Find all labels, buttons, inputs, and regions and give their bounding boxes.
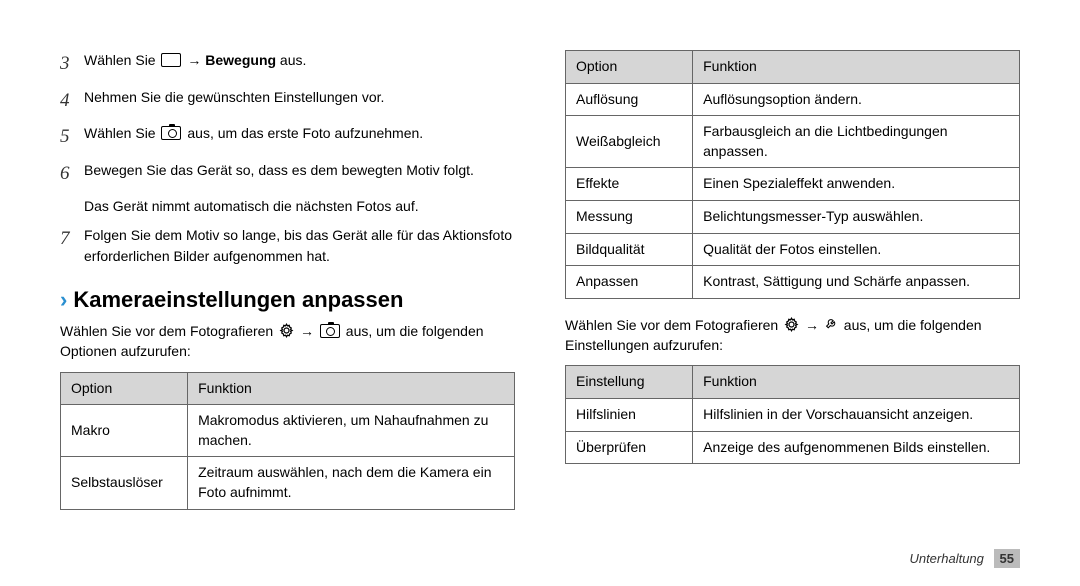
table-row: ÜberprüfenAnzeige des aufgenommenen Bild… (566, 431, 1020, 464)
section-name: Unterhaltung (909, 551, 983, 566)
table-header: Funktion (188, 372, 515, 405)
step: 6Bewegen Sie das Gerät so, dass es dem b… (60, 160, 515, 189)
section-heading: › Kameraeinstellungen anpassen (60, 287, 515, 313)
table-cell: Belichtungsmesser-Typ auswählen. (693, 200, 1020, 233)
step: 7Folgen Sie dem Motiv so lange, bis das … (60, 225, 515, 267)
options-table-2: Option Funktion AuflösungAuflösungsoptio… (565, 50, 1020, 299)
table-row: EffekteEinen Spezialeffekt anwenden. (566, 168, 1020, 201)
chevron-icon: › (60, 287, 67, 313)
table-cell: Hilfslinien (566, 398, 693, 431)
table-cell: Kontrast, Sättigung und Schärfe anpassen… (693, 266, 1020, 299)
step-body: Wählen Sie → Bewegung aus. (84, 50, 515, 71)
right-column: Option Funktion AuflösungAuflösungsoptio… (565, 50, 1020, 526)
table-cell: Effekte (566, 168, 693, 201)
settings-table: Einstellung Funktion HilfslinienHilfslin… (565, 365, 1020, 464)
table-row: BildqualitätQualität der Fotos einstelle… (566, 233, 1020, 266)
step-body: Bewegen Sie das Gerät so, dass es dem be… (84, 160, 515, 181)
table-row: MakroMakromodus aktivieren, um Nahaufnah… (61, 405, 515, 457)
camera-icon (320, 324, 340, 338)
table-cell: Qualität der Fotos einstellen. (693, 233, 1020, 266)
table-row: AuflösungAuflösungsoption ändern. (566, 83, 1020, 116)
table-cell: Selbstauslöser (61, 457, 188, 509)
table-cell: Anzeige des aufgenommenen Bilds einstell… (693, 431, 1020, 464)
intro-text-1: Wählen Sie vor dem Fotografieren → aus, … (60, 321, 515, 362)
page-footer: Unterhaltung 55 (909, 551, 1020, 566)
tool-icon (825, 317, 838, 332)
intro-text-2: Wählen Sie vor dem Fotografieren → aus, … (565, 315, 1020, 356)
step-body: Folgen Sie dem Motiv so lange, bis das G… (84, 225, 515, 267)
step-number: 7 (60, 225, 84, 254)
step: 5Wählen Sie aus, um das erste Foto aufzu… (60, 123, 515, 152)
gear-icon (784, 317, 799, 332)
step: 3Wählen Sie → Bewegung aus. (60, 50, 515, 79)
table-cell: Farbausgleich an die Lichtbedingungen an… (693, 116, 1020, 168)
table-cell: Makro (61, 405, 188, 457)
table-cell: Anpassen (566, 266, 693, 299)
step-body: Wählen Sie aus, um das erste Foto aufzun… (84, 123, 515, 144)
table-header: Funktion (693, 366, 1020, 399)
step: 4Nehmen Sie die gewünschten Einstellunge… (60, 87, 515, 116)
heading-text: Kameraeinstellungen anpassen (73, 287, 403, 313)
step-subtext: Das Gerät nimmt automatisch die nächsten… (84, 196, 515, 217)
step-number: 3 (60, 50, 84, 79)
table-cell: Einen Spezialeffekt anwenden. (693, 168, 1020, 201)
table-cell: Zeitraum auswählen, nach dem die Kamera … (188, 457, 515, 509)
table-cell: Makromodus aktivieren, um Nahaufnahmen z… (188, 405, 515, 457)
table-header: Option (566, 51, 693, 84)
options-table-1: Option Funktion MakroMakromodus aktivier… (60, 372, 515, 510)
table-cell: Überprüfen (566, 431, 693, 464)
step-number: 4 (60, 87, 84, 116)
step-number: 6 (60, 160, 84, 189)
left-column: 3Wählen Sie → Bewegung aus.4Nehmen Sie d… (60, 50, 515, 526)
table-row: SelbstauslöserZeitraum auswählen, nach d… (61, 457, 515, 509)
box-icon (161, 53, 181, 67)
table-header: Option (61, 372, 188, 405)
table-cell: Weißabgleich (566, 116, 693, 168)
table-row: MessungBelichtungsmesser-Typ auswählen. (566, 200, 1020, 233)
table-header: Einstellung (566, 366, 693, 399)
table-cell: Bildqualität (566, 233, 693, 266)
table-header: Funktion (693, 51, 1020, 84)
table-row: WeißabgleichFarbausgleich an die Lichtbe… (566, 116, 1020, 168)
camera-icon (161, 126, 181, 140)
table-row: AnpassenKontrast, Sättigung und Schärfe … (566, 266, 1020, 299)
gear-icon (279, 323, 294, 338)
table-cell: Hilfslinien in der Vorschauansicht anzei… (693, 398, 1020, 431)
table-cell: Auflösungsoption ändern. (693, 83, 1020, 116)
table-cell: Auflösung (566, 83, 693, 116)
step-number: 5 (60, 123, 84, 152)
table-cell: Messung (566, 200, 693, 233)
step-body: Nehmen Sie die gewünschten Einstellungen… (84, 87, 515, 108)
page-number: 55 (994, 549, 1020, 568)
table-row: HilfslinienHilfslinien in der Vorschauan… (566, 398, 1020, 431)
